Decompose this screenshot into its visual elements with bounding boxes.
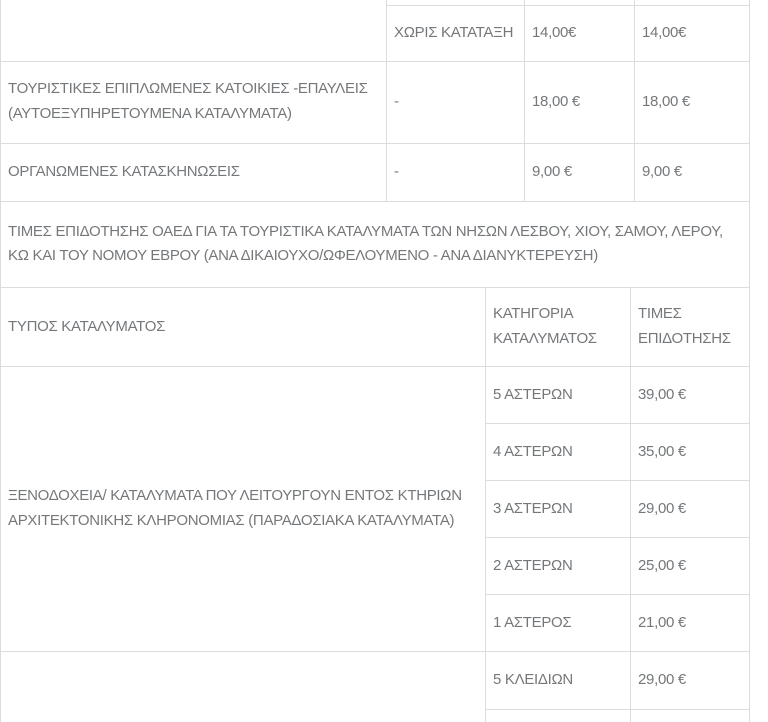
table-row-cropped [1,709,751,722]
table-row: 3 ΑΣΤΕΡΩΝ 29,00 € [1,480,751,538]
table-row: 4 ΑΣΤΕΡΩΝ 35,00 € [1,423,751,481]
table-row: ΟΡΓΑΝΩΜΕΝΕΣ ΚΑΤΑΣΚΗΝΩΣΕΙΣ - 9,00 € 9,00 … [0,142,750,202]
price-cell: 21,00 € [629,594,751,652]
table-row: ΤΟΥΡΙΣΤΙΚΕΣ ΕΠΙΠΛΩΜΕΝΕΣ ΚΑΤΟΙΚΙΕΣ -ΕΠΑΥΛ… [0,60,750,144]
table-row: ΧΩΡΙΣ ΚΑΤΑΤΑΞΗ 14,00€ 14,00€ [1,4,750,62]
upper-price-table: ΧΩΡΙΣ ΚΑΤΑΤΑΞΗ 14,00€ 14,00€ ΤΟΥΡΙΣΤΙΚΕΣ… [0,0,750,202]
table-row: 2 ΑΣΤΕΡΩΝ 25,00 € [1,537,751,595]
category-cell: 3 ΑΣΤΕΡΩΝ [485,480,631,538]
price-cell: 18,00 € [524,60,635,144]
category-cell: 4 ΑΣΤΕΡΩΝ [485,423,631,481]
price-cell: 14,00€ [524,4,635,62]
price-cell: 25,00 € [629,537,751,595]
islands-subsidy-table: ΤΙΜΕΣ ΕΠΙΔΟΤΗΣΗΣ ΟΑΕΔ ΓΙΑ ΤΑ ΤΟΥΡΙΣΤΙΚΑ … [0,201,751,722]
price-cell: 14,00€ [634,4,750,62]
accommodation-type-cell: ΤΟΥΡΙΣΤΙΚΕΣ ΕΠΙΠΛΩΜΕΝΕΣ ΚΑΤΟΙΚΙΕΣ -ΕΠΑΥΛ… [0,60,387,144]
category-cell: - [386,142,525,202]
price-cell: 29,00 € [629,480,751,538]
keys-group-cell-empty [0,651,486,722]
column-header-price: ΤΙΜΕΣ ΕΠΙΔΟΤΗΣΗΣ [629,287,751,367]
price-cell: 39,00 € [629,366,751,424]
table-row: ΞΕΝΟΔΟΧΕΙΑ/ ΚΑΤΑΛΥΜΑΤΑ ΠΟΥ ΛΕΙΤΟΥΡΓΟΥΝ Ε… [0,366,751,652]
category-cell: - [386,60,525,144]
empty-cell [485,709,631,722]
section-title-row: ΤΙΜΕΣ ΕΠΙΔΟΤΗΣΗΣ ΟΑΕΔ ΓΙΑ ΤΑ ΤΟΥΡΙΣΤΙΚΑ … [0,201,751,288]
category-cell: 5 ΚΛΕΙΔΙΩΝ [485,651,631,710]
price-cell: 9,00 € [634,142,750,202]
hotels-group-cell: ΞΕΝΟΔΟΧΕΙΑ/ ΚΑΤΑΛΥΜΑΤΑ ΠΟΥ ΛΕΙΤΟΥΡΓΟΥΝ Ε… [0,366,486,652]
price-cell: 9,00 € [524,142,635,202]
column-header-category: ΚΑΤΗΓΟΡΙΑ ΚΑΤΑΛΥΜΑΤΟΣ [485,287,631,367]
column-header-type: ΤΥΠΟΣ ΚΑΤΑΛΥΜΑΤΟΣ [0,287,486,367]
price-cell: 18,00 € [634,60,750,144]
category-cell: 5 ΑΣΤΕΡΩΝ [485,366,631,424]
header-row: ΤΥΠΟΣ ΚΑΤΑΛΥΜΑΤΟΣ ΚΑΤΗΓΟΡΙΑ ΚΑΤΑΛΥΜΑΤΟΣ … [0,287,751,367]
accommodation-type-cell-empty [0,0,387,62]
table-row: 1 ΑΣΤΕΡΟΣ 21,00 € [1,594,751,652]
price-cell: 29,00 € [629,651,751,710]
table-row: 5 ΚΛΕΙΔΙΩΝ 29,00 € [0,651,751,722]
category-cell: 1 ΑΣΤΕΡΟΣ [485,594,631,652]
category-cell: ΧΩΡΙΣ ΚΑΤΑΤΑΞΗ [386,4,525,62]
tables-region: ΧΩΡΙΣ ΚΑΤΑΤΑΞΗ 14,00€ 14,00€ ΤΟΥΡΙΣΤΙΚΕΣ… [0,0,751,722]
accommodation-type-cell: ΟΡΓΑΝΩΜΕΝΕΣ ΚΑΤΑΣΚΗΝΩΣΕΙΣ [0,142,387,202]
empty-cell [629,709,751,722]
price-cell: 35,00 € [629,423,751,481]
category-cell: 2 ΑΣΤΕΡΩΝ [485,537,631,595]
section-title-cell: ΤΙΜΕΣ ΕΠΙΔΟΤΗΣΗΣ ΟΑΕΔ ΓΙΑ ΤΑ ΤΟΥΡΙΣΤΙΚΑ … [0,201,751,288]
